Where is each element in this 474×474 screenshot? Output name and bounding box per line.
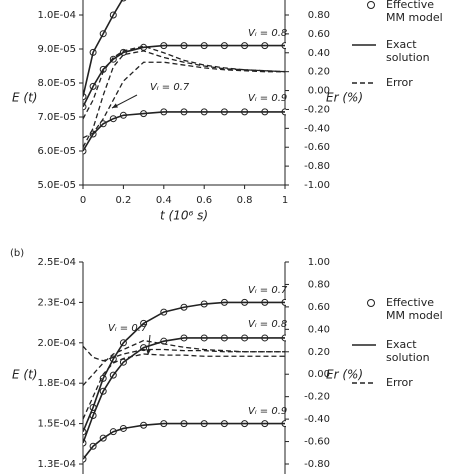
y2-tick-label: 1.00 — [308, 257, 330, 268]
x-axis-label: t (10⁶ s) — [160, 209, 208, 223]
y-tick-label: 1.8E-04 — [37, 378, 76, 389]
exact-line — [83, 422, 285, 460]
annotation: Vᵢ = 0.7 — [248, 285, 288, 296]
plot-area — [83, 0, 286, 155]
legend-label: Error — [386, 76, 413, 89]
y2-axis-label: Er (%) — [326, 368, 363, 382]
exact-line — [83, 44, 285, 108]
y-tick-label: 9.0E-05 — [37, 44, 76, 55]
exact-line — [83, 337, 285, 444]
arrow-head — [146, 349, 151, 355]
x-tick-label: 1 — [282, 195, 288, 206]
error-line — [83, 61, 285, 139]
y2-tick-label: 0.00 — [308, 86, 330, 97]
y-tick-label: 1.5E-04 — [37, 419, 76, 430]
arrow-head — [112, 103, 118, 108]
x-tick-label: 0.4 — [156, 195, 172, 206]
y-axis-label: E (t) — [12, 91, 37, 105]
y2-tick-label: -0.20 — [304, 392, 330, 403]
y-tick-label: 1.0E-04 — [37, 10, 76, 21]
plot-area — [83, 298, 286, 463]
panel-label: (b) — [10, 248, 24, 259]
y2-tick-label: -0.60 — [304, 142, 330, 153]
y-tick-label: 5.0E-05 — [37, 180, 76, 191]
y2-tick-label: 0.40 — [308, 324, 330, 335]
annotation: Vᵢ = 0.8 — [248, 28, 287, 39]
y2-tick-label: 0.20 — [308, 347, 330, 358]
y2-tick-label: 0.80 — [308, 10, 330, 21]
error-line — [83, 50, 286, 148]
error-line — [83, 345, 285, 362]
exact-line — [83, 111, 285, 152]
y2-tick-label: -0.60 — [304, 437, 330, 448]
y2-tick-label: -0.40 — [304, 123, 330, 134]
y2-tick-label: -0.20 — [304, 104, 330, 115]
x-tick-label: 0.2 — [115, 195, 131, 206]
y2-tick-label: 0.80 — [308, 279, 330, 290]
y2-tick-label: -0.40 — [304, 414, 330, 425]
y-tick-label: 2.3E-04 — [37, 297, 76, 308]
legend-label: Effective MM model — [386, 0, 443, 24]
legend-marker — [367, 299, 375, 307]
annotation: Vᵢ = 0.8 — [248, 319, 287, 330]
error-line — [83, 353, 285, 420]
legend-label: Exact solution — [386, 338, 430, 364]
legend-label: Effective MM model — [386, 296, 443, 322]
y2-tick-label: -0.80 — [304, 161, 330, 172]
legend-marker — [367, 1, 375, 9]
y2-axis-label: Er (%) — [326, 91, 363, 105]
y-tick-label: 2.0E-04 — [37, 338, 76, 349]
annotation: Vᵢ = 0.7 — [108, 323, 148, 334]
legend-label: Exact solution — [386, 38, 430, 64]
exact-line — [83, 0, 124, 97]
y2-tick-label: 0.00 — [308, 369, 330, 380]
annotation: Vᵢ = 0.7 — [150, 82, 190, 93]
annotation: Vᵢ = 0.9 — [248, 406, 287, 417]
annotation: Vᵢ = 0.9 — [248, 93, 287, 104]
y-tick-label: 2.5E-04 — [37, 257, 76, 268]
y2-tick-label: 0.60 — [308, 29, 330, 40]
y-tick-label: 7.0E-05 — [37, 112, 76, 123]
y-tick-label: 1.3E-04 — [37, 459, 76, 470]
y2-tick-label: 0.20 — [308, 67, 330, 78]
y2-tick-label: 0.60 — [308, 302, 330, 313]
y2-tick-label: -0.80 — [304, 459, 330, 470]
x-tick-label: 0.6 — [196, 195, 212, 206]
y2-tick-label: -1.00 — [304, 180, 330, 191]
y-tick-label: 8.0E-05 — [37, 78, 76, 89]
exact-line — [83, 301, 285, 432]
y-tick-label: 6.0E-05 — [37, 146, 76, 157]
y-axis-label: E (t) — [12, 368, 37, 382]
x-tick-label: 0.8 — [237, 195, 253, 206]
x-tick-label: 0 — [80, 195, 86, 206]
legend-label: Error — [386, 376, 413, 389]
y2-tick-label: 0.40 — [308, 48, 330, 59]
error-line — [83, 45, 286, 120]
